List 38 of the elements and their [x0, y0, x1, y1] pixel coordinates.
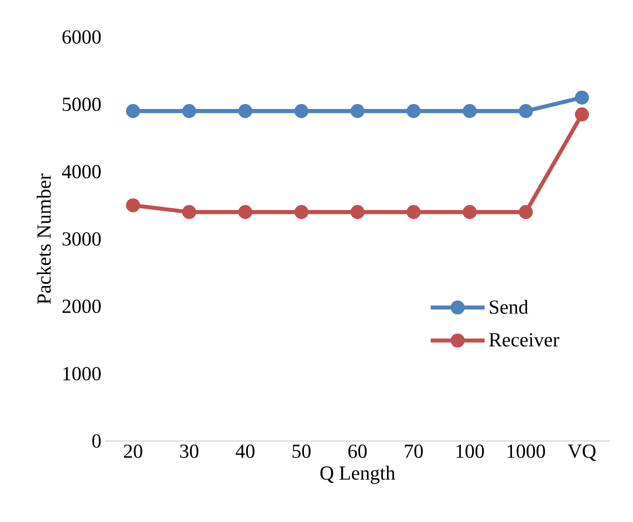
point	[574, 107, 589, 122]
x-tick-label: 100	[456, 444, 484, 458]
point	[350, 104, 364, 118]
x-tick-label: VQ	[568, 444, 596, 461]
y-tick-label: 6000	[62, 30, 101, 44]
point	[462, 104, 477, 118]
x-tick-label: 70	[404, 444, 423, 458]
y-tick-label: 3000	[62, 232, 101, 246]
point	[294, 104, 308, 118]
point	[518, 205, 533, 220]
point	[126, 198, 140, 212]
x-tick-label: 30	[180, 444, 198, 458]
legend-label: Receiver	[489, 333, 560, 347]
x-tick-label: 20	[124, 444, 142, 458]
y-tick-label: 1000	[63, 366, 101, 380]
y-tick-label: 0	[92, 434, 101, 448]
point	[518, 104, 533, 118]
point	[406, 205, 421, 220]
x-tick-label: 1000	[508, 444, 545, 458]
point	[462, 205, 477, 220]
point	[126, 104, 140, 118]
point	[350, 205, 364, 220]
point	[182, 104, 196, 118]
point	[294, 205, 308, 220]
x-tick-label: 40	[236, 444, 254, 458]
x-axis-title: Q Length	[320, 466, 396, 484]
y-tick-label: 4000	[62, 164, 101, 178]
point	[406, 104, 421, 118]
x-tick-label: 50	[292, 444, 311, 458]
point	[574, 90, 589, 105]
y-tick-label: 2000	[62, 300, 101, 314]
point	[182, 205, 196, 220]
y-tick-label: 5000	[62, 98, 101, 112]
point	[238, 205, 252, 220]
y-axis-title: Packets Number	[36, 174, 51, 304]
x-tick-label: 60	[348, 444, 367, 458]
legend-label: Send	[490, 300, 528, 314]
point	[238, 104, 252, 118]
